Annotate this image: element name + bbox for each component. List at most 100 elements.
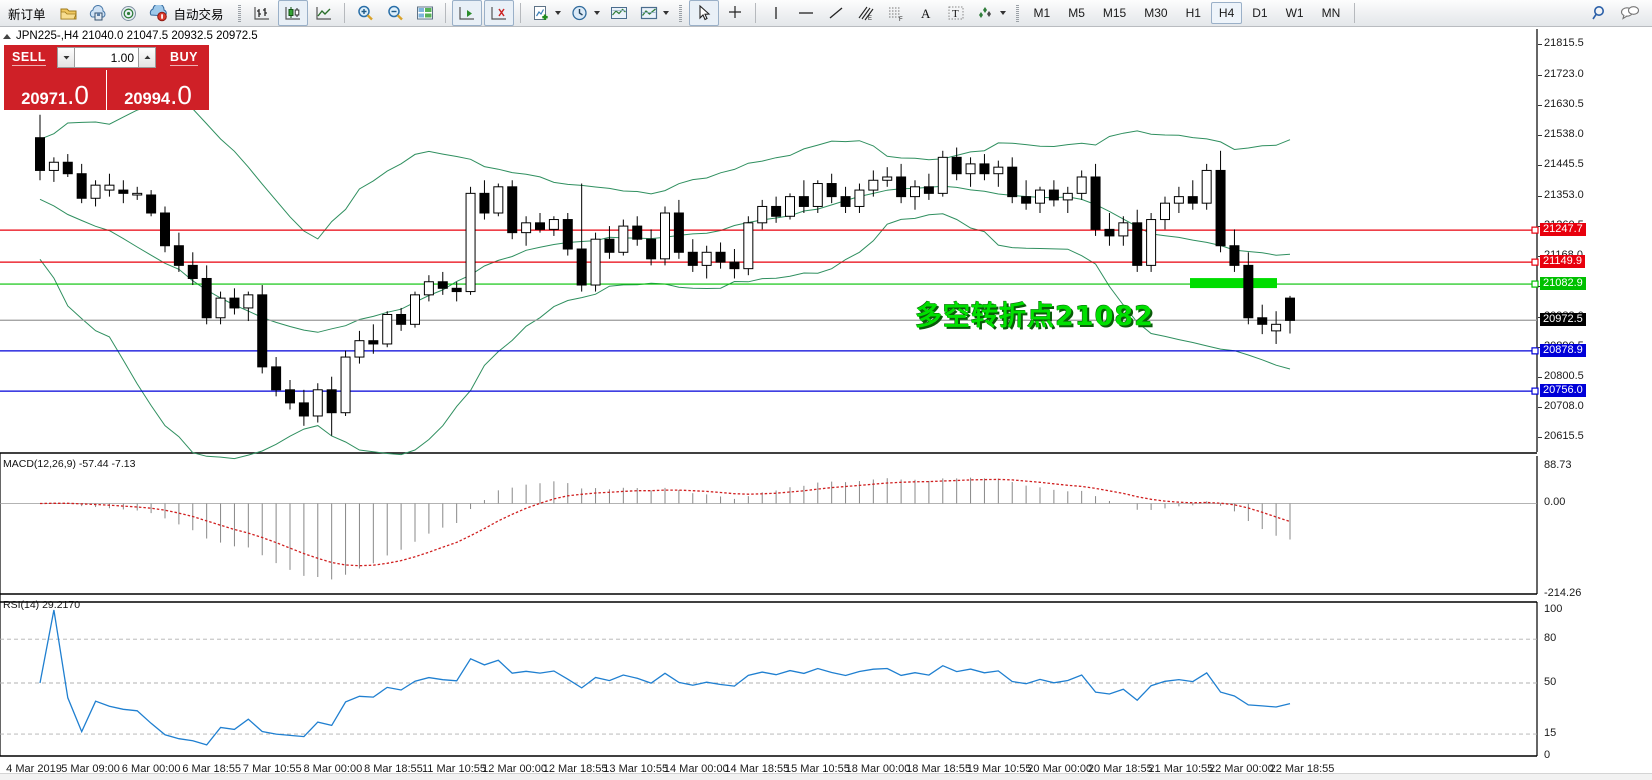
macd-tick-label: -214.26	[1544, 587, 1582, 599]
timeframe-w1[interactable]: W1	[1285, 6, 1304, 20]
buy-button[interactable]: BUY	[159, 45, 209, 70]
toolbar-grip-3[interactable]	[1013, 3, 1022, 23]
toolbar-divider-2	[444, 3, 446, 23]
timeframe-m1[interactable]: M1	[1033, 6, 1051, 20]
current-price-label[interactable]: 20972.5	[1540, 313, 1586, 327]
status-bar	[0, 773, 1652, 780]
periods-icon[interactable]	[566, 1, 603, 25]
volume-increase-button[interactable]	[138, 47, 156, 68]
resistance-line-2-label[interactable]: 21149.9	[1540, 255, 1585, 269]
pointer-icon[interactable]	[688, 0, 719, 26]
text-label-icon[interactable]: T	[942, 1, 970, 25]
autotrading-icon	[148, 3, 170, 23]
chart-shift-end-icon[interactable]	[483, 0, 514, 26]
equidistant-channel-icon[interactable]: E	[852, 1, 880, 25]
chart-shift-icon[interactable]	[451, 0, 482, 26]
signals-icon[interactable]	[115, 1, 143, 25]
volume-decrease-button[interactable]	[57, 47, 75, 68]
chat-icon[interactable]	[1616, 1, 1644, 25]
price-tick-label: 21723.0	[1544, 67, 1584, 80]
buy-price-int: 20994	[124, 89, 171, 108]
buy-price[interactable]: 20994.0	[106, 70, 209, 110]
trendline-icon[interactable]	[822, 1, 850, 25]
timeframe-m5[interactable]: M5	[1068, 6, 1085, 20]
time-tick-label: 8 Mar 00:00	[303, 763, 363, 775]
timeframe-m30[interactable]: M30	[1144, 6, 1168, 20]
one-click-trading-panel: SELL 1.00 BUY 20971.0 20994.0	[4, 45, 209, 110]
indicators-icon[interactable]	[527, 1, 564, 25]
rsi-title: RSI(14) 29.2170	[3, 599, 81, 611]
sell-button[interactable]: SELL	[4, 45, 54, 70]
autotrading-button[interactable]: 自动交易	[145, 1, 231, 25]
buy-label: BUY	[170, 49, 198, 66]
sell-label: SELL	[12, 49, 46, 66]
time-axis[interactable]: 4 Mar 2019 5 Mar 09:00 6 Mar 00:00 6 Mar 18…	[0, 760, 1652, 779]
time-tick-label: 18 Mar 18:55	[906, 763, 971, 775]
chart-annotation-text[interactable]: 多空转折点21082	[915, 301, 1154, 332]
new-order-button[interactable]: 新订单	[1, 1, 53, 25]
chart-area[interactable]	[0, 27, 1652, 779]
zoom-in-icon[interactable]	[351, 1, 379, 25]
candlestick-chart-icon[interactable]	[277, 0, 308, 26]
time-tick-label: 5 Mar 09:00	[61, 763, 120, 775]
sell-price[interactable]: 20971.0	[4, 70, 106, 110]
save-profile-icon[interactable]	[85, 1, 113, 25]
time-tick-label: 4 Mar 2019	[6, 763, 62, 775]
templates-icon[interactable]	[605, 1, 633, 25]
vertical-line-icon[interactable]	[762, 1, 790, 25]
collapse-triangle-icon[interactable]	[3, 33, 11, 39]
price-tick-label: 21538.0	[1544, 128, 1584, 141]
toolbar-divider-3	[519, 3, 521, 23]
macd-tick-label: 88.73	[1544, 459, 1572, 471]
timeframe-h1[interactable]: H1	[1185, 6, 1201, 20]
price-tick-mark	[1538, 165, 1542, 167]
price-tick-mark	[1538, 44, 1542, 46]
timeframe-m15[interactable]: M15	[1102, 6, 1127, 20]
horizontal-line-icon[interactable]	[792, 1, 820, 25]
templates-dropdown-icon[interactable]	[635, 1, 672, 25]
timeframe-mn[interactable]: MN	[1321, 6, 1341, 20]
svg-text:T: T	[952, 8, 959, 20]
chevron-down-icon-4[interactable]	[999, 11, 1006, 15]
line-chart-icon[interactable]	[310, 1, 338, 25]
timeframe-group: M1 M5 M15 M30 H1 H4 D1 W1 MN	[1025, 2, 1350, 24]
auto-scroll-icon[interactable]	[411, 1, 439, 25]
resistance-line-1-label[interactable]: 21247.7	[1540, 223, 1586, 237]
search-icon[interactable]	[1586, 1, 1614, 25]
folder-icon[interactable]	[55, 1, 83, 25]
timeframe-h4[interactable]: H4	[1210, 2, 1243, 24]
time-tick-label: 11 Mar 10:55	[421, 763, 487, 775]
volume-input[interactable]: 1.00	[75, 47, 138, 68]
shapes-icon[interactable]	[972, 1, 1009, 25]
time-tick-label: 6 Mar 00:00	[121, 763, 181, 775]
price-tick-label: 20615.5	[1544, 430, 1584, 443]
support-line-1-label[interactable]: 20878.9	[1540, 343, 1586, 357]
time-tick-label: 14 Mar 00:00	[663, 763, 729, 775]
text-icon[interactable]: A	[912, 1, 940, 25]
bar-chart-icon[interactable]	[248, 1, 276, 25]
volume-stepper[interactable]: 1.00	[54, 45, 159, 70]
crosshair-icon[interactable]	[721, 1, 749, 25]
svg-text:E: E	[868, 16, 872, 22]
zoom-out-icon[interactable]	[381, 1, 409, 25]
sell-price-dec: .0	[67, 80, 89, 111]
toolbar-grip-2[interactable]	[676, 3, 685, 23]
toolbar-grip[interactable]	[235, 3, 244, 23]
time-tick-label: 18 Mar 00:00	[845, 763, 911, 775]
price-tick-mark	[1538, 406, 1542, 408]
timeframe-d1[interactable]: D1	[1252, 6, 1268, 20]
autotrading-label: 自动交易	[173, 7, 224, 22]
time-tick-label: 12 Mar 00:00	[482, 763, 547, 775]
symbol-ohlc-text: JPN225-,H4 21040.0 21047.5 20932.5 20972…	[16, 30, 258, 42]
chevron-down-icon-2[interactable]	[593, 11, 600, 15]
fibonacci-icon[interactable]: F	[882, 1, 910, 25]
symbol-header: JPN225-,H4 21040.0 21047.5 20932.5 20972…	[0, 29, 258, 43]
main-toolbar: 新订单	[0, 0, 1652, 27]
chevron-down-icon[interactable]	[554, 11, 561, 15]
chart-canvas[interactable]	[0, 27, 1652, 779]
pivot-line-label[interactable]: 21082.9	[1540, 277, 1586, 291]
chevron-down-icon-3[interactable]	[662, 11, 669, 15]
rsi-tick-label: 100	[1544, 603, 1563, 615]
support-line-2-label[interactable]: 20756.0	[1540, 384, 1586, 398]
rsi-tick-label: 50	[1544, 676, 1557, 688]
